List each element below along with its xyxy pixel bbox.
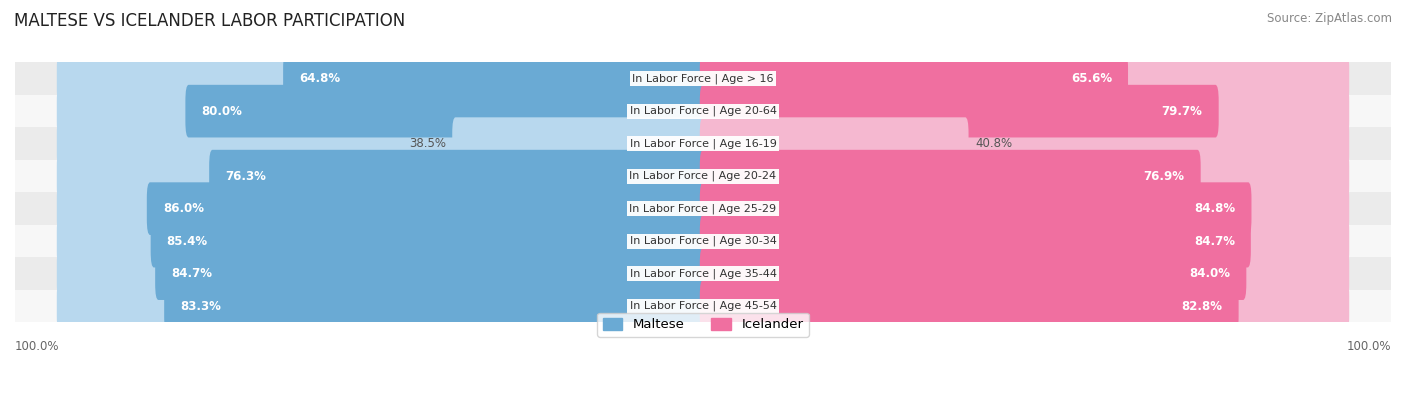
FancyBboxPatch shape xyxy=(56,247,706,300)
FancyBboxPatch shape xyxy=(56,85,706,137)
Text: 76.9%: 76.9% xyxy=(1143,169,1185,182)
FancyBboxPatch shape xyxy=(700,215,1251,267)
Text: 84.0%: 84.0% xyxy=(1189,267,1230,280)
FancyBboxPatch shape xyxy=(56,280,706,333)
Text: 83.3%: 83.3% xyxy=(180,300,221,312)
FancyBboxPatch shape xyxy=(700,182,1350,235)
FancyBboxPatch shape xyxy=(700,117,1350,170)
FancyBboxPatch shape xyxy=(186,85,706,137)
FancyBboxPatch shape xyxy=(700,280,1239,333)
FancyBboxPatch shape xyxy=(700,52,1128,105)
Text: 82.8%: 82.8% xyxy=(1181,300,1223,312)
Text: In Labor Force | Age > 16: In Labor Force | Age > 16 xyxy=(633,73,773,84)
FancyBboxPatch shape xyxy=(56,182,706,235)
FancyBboxPatch shape xyxy=(56,215,706,267)
FancyBboxPatch shape xyxy=(165,280,706,333)
Text: In Labor Force | Age 20-64: In Labor Force | Age 20-64 xyxy=(630,106,776,117)
FancyBboxPatch shape xyxy=(700,52,1350,105)
FancyBboxPatch shape xyxy=(283,52,706,105)
FancyBboxPatch shape xyxy=(56,150,706,203)
FancyBboxPatch shape xyxy=(146,182,706,235)
FancyBboxPatch shape xyxy=(700,280,1350,333)
Text: 38.5%: 38.5% xyxy=(409,137,446,150)
Text: 76.3%: 76.3% xyxy=(225,169,266,182)
Bar xyxy=(15,95,1391,128)
FancyBboxPatch shape xyxy=(700,85,1350,137)
Text: In Labor Force | Age 45-54: In Labor Force | Age 45-54 xyxy=(630,301,776,311)
Text: MALTESE VS ICELANDER LABOR PARTICIPATION: MALTESE VS ICELANDER LABOR PARTICIPATION xyxy=(14,12,405,30)
FancyBboxPatch shape xyxy=(56,117,706,170)
FancyBboxPatch shape xyxy=(700,150,1350,203)
FancyBboxPatch shape xyxy=(700,117,969,170)
Text: Source: ZipAtlas.com: Source: ZipAtlas.com xyxy=(1267,12,1392,25)
FancyBboxPatch shape xyxy=(150,215,706,267)
Text: 84.8%: 84.8% xyxy=(1194,202,1236,215)
Text: 65.6%: 65.6% xyxy=(1071,72,1112,85)
FancyBboxPatch shape xyxy=(700,150,1201,203)
Text: 100.0%: 100.0% xyxy=(1347,340,1391,353)
Legend: Maltese, Icelander: Maltese, Icelander xyxy=(598,312,808,337)
Text: In Labor Force | Age 35-44: In Labor Force | Age 35-44 xyxy=(630,268,776,279)
Text: In Labor Force | Age 30-34: In Labor Force | Age 30-34 xyxy=(630,236,776,246)
FancyBboxPatch shape xyxy=(56,52,706,105)
Text: In Labor Force | Age 16-19: In Labor Force | Age 16-19 xyxy=(630,138,776,149)
Text: 79.7%: 79.7% xyxy=(1161,105,1202,118)
FancyBboxPatch shape xyxy=(700,247,1350,300)
FancyBboxPatch shape xyxy=(700,247,1246,300)
Text: 86.0%: 86.0% xyxy=(163,202,204,215)
FancyBboxPatch shape xyxy=(700,85,1219,137)
Text: 84.7%: 84.7% xyxy=(1194,235,1234,248)
Bar xyxy=(15,62,1391,95)
Text: 85.4%: 85.4% xyxy=(167,235,208,248)
Bar xyxy=(15,225,1391,258)
FancyBboxPatch shape xyxy=(209,150,706,203)
Bar xyxy=(15,160,1391,192)
FancyBboxPatch shape xyxy=(155,247,706,300)
FancyBboxPatch shape xyxy=(453,117,706,170)
Bar xyxy=(15,128,1391,160)
Bar xyxy=(15,290,1391,322)
Text: In Labor Force | Age 25-29: In Labor Force | Age 25-29 xyxy=(630,203,776,214)
Bar xyxy=(15,258,1391,290)
Text: 64.8%: 64.8% xyxy=(299,72,340,85)
Text: 80.0%: 80.0% xyxy=(201,105,242,118)
FancyBboxPatch shape xyxy=(700,215,1350,267)
FancyBboxPatch shape xyxy=(700,182,1251,235)
Bar xyxy=(15,192,1391,225)
Text: In Labor Force | Age 20-24: In Labor Force | Age 20-24 xyxy=(630,171,776,181)
Text: 40.8%: 40.8% xyxy=(974,137,1012,150)
Text: 100.0%: 100.0% xyxy=(15,340,59,353)
Text: 84.7%: 84.7% xyxy=(172,267,212,280)
